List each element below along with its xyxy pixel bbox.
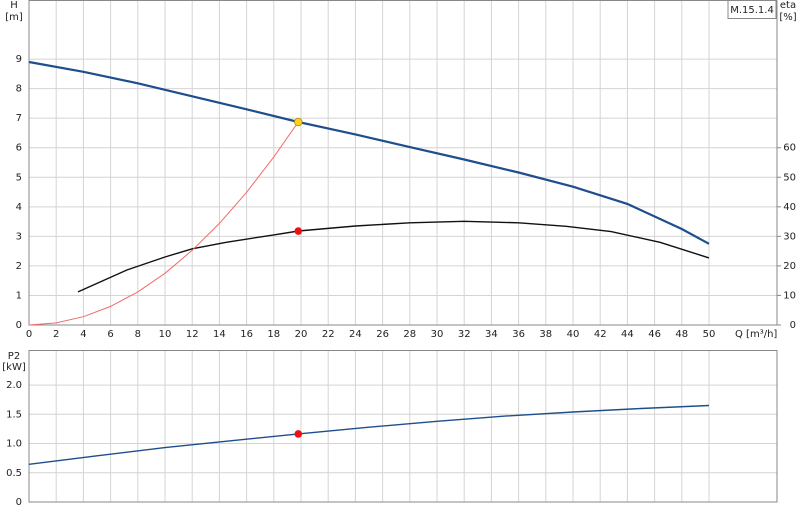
x-tick-label: 18 bbox=[267, 329, 280, 340]
plot-frame bbox=[28, 350, 778, 503]
y-tick-label: 5 bbox=[16, 172, 22, 183]
x-tick-label: 4 bbox=[80, 329, 86, 340]
x-tick-label: 2 bbox=[53, 329, 59, 340]
model-box bbox=[727, 0, 777, 19]
model-label: M.15.1.4 bbox=[730, 5, 774, 16]
x-tick-label: 8 bbox=[135, 329, 141, 340]
x-tick-label: 16 bbox=[240, 329, 253, 340]
x-tick-label: 30 bbox=[431, 329, 444, 340]
y-tick-label: 8 bbox=[16, 84, 22, 95]
y-tick-label: 0 bbox=[16, 320, 22, 331]
plot-area bbox=[29, 0, 777, 325]
y2-tick-label: 50 bbox=[783, 172, 796, 183]
y-axis-label: H bbox=[10, 0, 18, 11]
y2-axis-unit: [%] bbox=[779, 12, 796, 23]
y-tick-label: 7 bbox=[16, 113, 22, 124]
y-axis-unit: [kW] bbox=[2, 362, 26, 373]
x-tick-label: 14 bbox=[213, 329, 226, 340]
y-tick-label: 4 bbox=[16, 202, 22, 213]
curve bbox=[28, 60, 710, 245]
y-tick-label: 1.5 bbox=[6, 409, 22, 420]
x-tick-label: 26 bbox=[376, 329, 389, 340]
x-tick-label: 6 bbox=[107, 329, 113, 340]
x-tick-label: 10 bbox=[159, 329, 172, 340]
curve bbox=[28, 121, 299, 326]
y2-axis-label: eta bbox=[780, 0, 796, 11]
x-tick-label: 46 bbox=[648, 329, 661, 340]
x-tick-label: 40 bbox=[567, 329, 580, 340]
y-tick-label: 0 bbox=[16, 497, 22, 508]
x-axis-label: Q [m³/h] bbox=[735, 329, 777, 340]
x-tick-label: 22 bbox=[322, 329, 335, 340]
y-axis-unit: [m] bbox=[5, 12, 23, 23]
y2-tick-label: 40 bbox=[783, 202, 796, 213]
y-tick-label: 2.0 bbox=[6, 380, 22, 391]
y-axis-label: P2 bbox=[8, 351, 20, 362]
x-tick-label: 42 bbox=[594, 329, 607, 340]
y2-tick-label: 0 bbox=[790, 320, 796, 331]
operating-point bbox=[294, 117, 303, 127]
x-tick-label: 28 bbox=[403, 329, 416, 340]
y-tick-label: 1 bbox=[16, 290, 22, 301]
x-tick-label: 44 bbox=[621, 329, 634, 340]
x-tick-label: 48 bbox=[675, 329, 688, 340]
y2-tick-label: 10 bbox=[783, 290, 796, 301]
curve bbox=[77, 220, 710, 293]
y-tick-label: 3 bbox=[16, 231, 22, 242]
y-tick-label: 6 bbox=[16, 143, 22, 154]
x-tick-label: 32 bbox=[458, 329, 471, 340]
x-tick-label: 50 bbox=[703, 329, 716, 340]
x-tick-label: 0 bbox=[26, 329, 32, 340]
y2-tick-label: 60 bbox=[783, 143, 796, 154]
y2-tick-label: 30 bbox=[783, 231, 796, 242]
x-tick-label: 34 bbox=[485, 329, 498, 340]
plot-area bbox=[29, 350, 777, 502]
x-tick-label: 36 bbox=[512, 329, 525, 340]
y-tick-label: 0.5 bbox=[6, 468, 22, 479]
curve bbox=[28, 404, 710, 465]
y-tick-label: 9 bbox=[16, 54, 22, 65]
y-tick-label: 2 bbox=[16, 261, 22, 272]
y2-tick-label: 20 bbox=[783, 261, 796, 272]
x-tick-label: 20 bbox=[295, 329, 308, 340]
plot-frame bbox=[28, 0, 778, 326]
x-tick-label: 38 bbox=[539, 329, 552, 340]
x-tick-label: 12 bbox=[186, 329, 199, 340]
y-tick-label: 1.0 bbox=[6, 439, 22, 450]
x-tick-label: 24 bbox=[349, 329, 362, 340]
operating-point bbox=[294, 430, 303, 438]
operating-point bbox=[294, 227, 303, 235]
